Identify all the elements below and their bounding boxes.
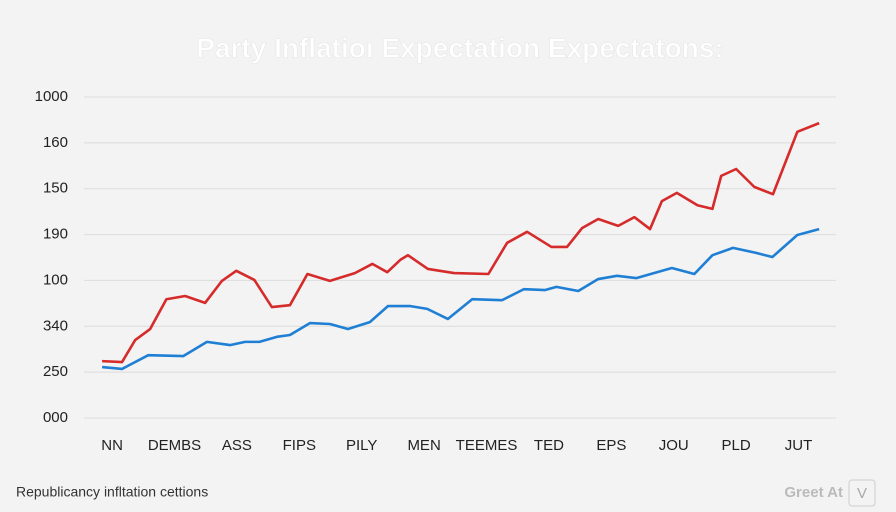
brand: Greet At <box>784 484 843 501</box>
y-tick-label: 150 <box>43 180 68 197</box>
x-tick-label: EPS <box>596 437 626 454</box>
y-tick-label: 160 <box>43 134 68 151</box>
x-tick-label: DEMBS <box>148 437 201 454</box>
chart-title: Party Inflatioı Expectation Expectatons: <box>196 32 723 63</box>
x-tick-label: JUT <box>785 437 813 454</box>
y-tick-label: 250 <box>43 363 68 380</box>
x-tick-label: ASS <box>222 437 252 454</box>
footer: Republicancy infltation cettions <box>16 484 208 500</box>
x-tick-label: MEN <box>407 437 440 454</box>
y-tick-label: 100 <box>43 271 68 288</box>
series-line <box>101 227 820 371</box>
series-line <box>102 121 820 364</box>
x-tick-label: PILY <box>346 437 377 454</box>
x-tick-label: PLD <box>722 437 751 454</box>
y-tick-label: 340 <box>43 317 68 334</box>
x-tick-label: FIPS <box>283 437 316 454</box>
brand-badge-box <box>848 479 876 507</box>
y-tick-label: 000 <box>43 409 68 426</box>
y-tick-label: 1000 <box>35 88 68 105</box>
x-tick-label: TED <box>534 437 564 454</box>
brand-badge: V <box>857 485 867 502</box>
x-tick-label: TEEMES <box>456 437 518 454</box>
x-tick-label: JOU <box>659 437 689 454</box>
x-tick-label: NN <box>101 437 123 454</box>
y-tick-label: 190 <box>43 226 68 243</box>
